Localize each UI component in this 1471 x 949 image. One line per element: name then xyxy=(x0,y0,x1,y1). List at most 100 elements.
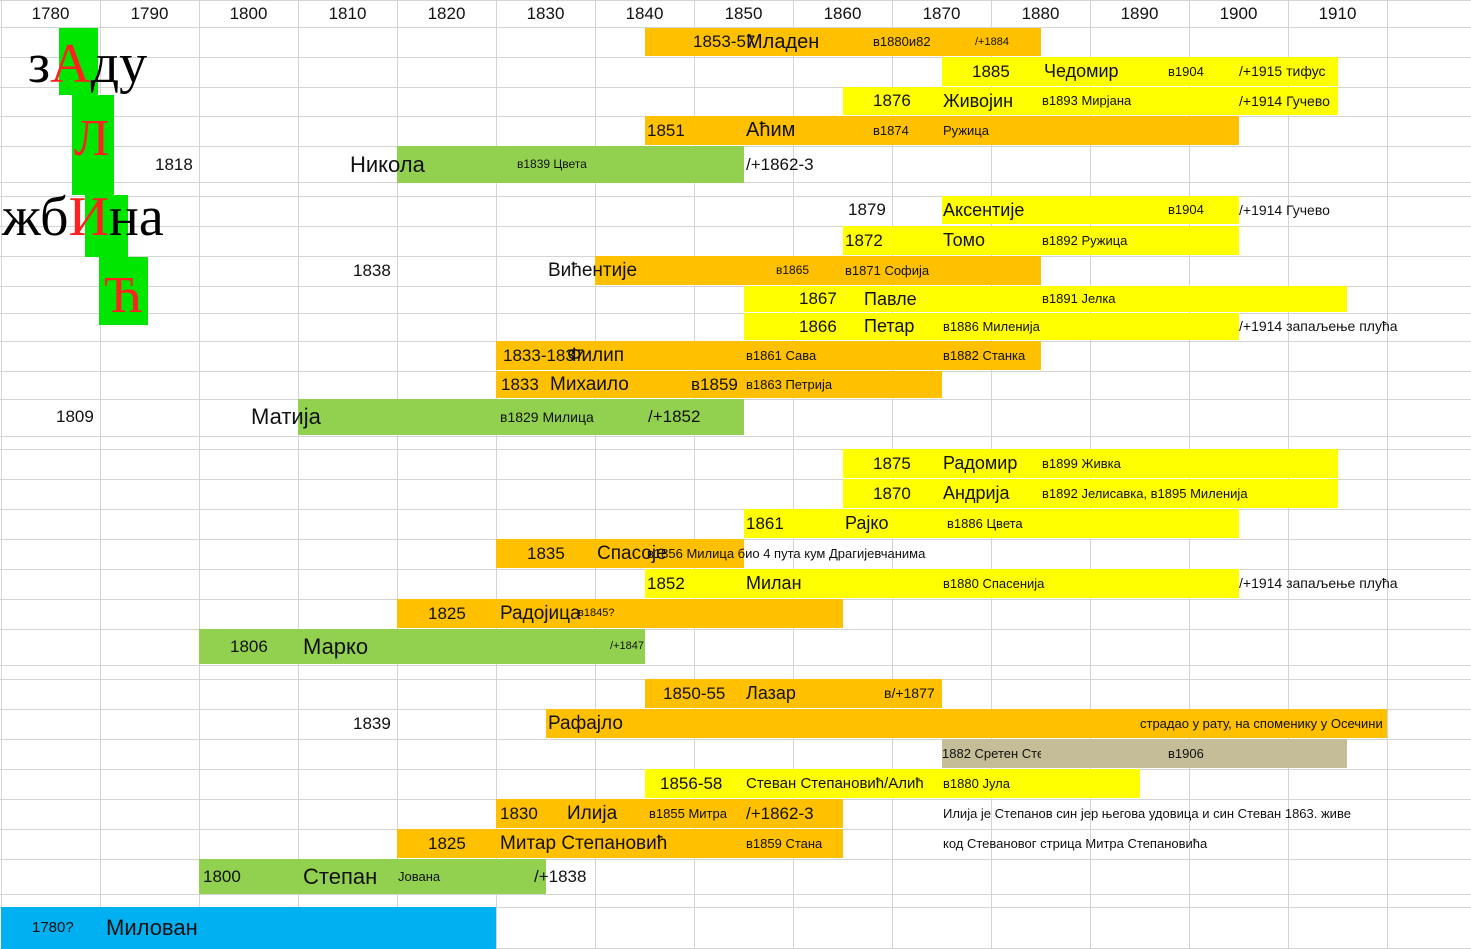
grid-column-line xyxy=(1,0,2,949)
person-bar-label: Рафајло xyxy=(548,713,623,734)
person-bar-label: в1863 Петрија xyxy=(746,377,833,392)
person-bar-label: Јована xyxy=(398,869,441,884)
person-bar-label: 1830 xyxy=(500,804,538,823)
person-bar xyxy=(397,829,843,858)
person-bar-label: в1899 Живка xyxy=(1042,456,1121,471)
person-bar-label: Аксентије xyxy=(943,200,1025,220)
grid-row-line xyxy=(0,907,1471,908)
person-bar-label: Лазар xyxy=(746,683,796,703)
person-bar-label: 1851 xyxy=(647,121,685,140)
person-bar-label: Михаило xyxy=(550,374,629,395)
person-bar-label: в1880 Спасенија xyxy=(943,576,1045,591)
person-bar-label: Спасоје xyxy=(597,543,667,564)
person-bar-label: в1856 Милица био 4 пута кум Драгијевчани… xyxy=(647,546,926,561)
person-bar-label: в1859 xyxy=(691,375,738,394)
person-bar xyxy=(843,449,1338,478)
person-bar-label: Стеван Степановић/Алић xyxy=(746,775,924,792)
person-bar-label: Чедомир xyxy=(1044,61,1119,81)
year-header-1810: 1810 xyxy=(328,4,367,23)
person-bar-label: в1906 xyxy=(1168,746,1204,761)
person-bar-label: 1853-57 xyxy=(693,32,756,51)
person-bar-label: 1825 xyxy=(428,834,466,853)
person-bar-label: 1852 xyxy=(647,574,685,593)
person-bar-label: 1833-1837 xyxy=(503,346,585,365)
person-bar xyxy=(1,907,496,949)
person-bar xyxy=(645,28,1041,56)
person-bar xyxy=(645,116,1239,145)
person-bar-label: в/+1877 xyxy=(884,685,935,701)
person-bar xyxy=(199,859,546,894)
person-bar-label: /+1884 xyxy=(975,36,1009,48)
person-bar-label: 1861 xyxy=(746,514,784,533)
grid-row-line xyxy=(0,894,1471,895)
year-header-1820: 1820 xyxy=(427,4,466,23)
person-bar-label: в1892 Јелисавка, в1895 Миленија xyxy=(1042,486,1248,501)
person-bar xyxy=(744,313,1239,340)
person-bar-label: /+1852 xyxy=(648,407,701,426)
person-bar-label: Милан xyxy=(746,573,802,593)
person-bar-label: Матија xyxy=(251,404,321,429)
person-bar xyxy=(744,509,1239,538)
person-bar xyxy=(843,226,1239,255)
person-bar-label: в1861 Сава xyxy=(746,348,817,363)
person-bar-label: Младен xyxy=(746,31,820,53)
person-bar-label: 1780? xyxy=(32,919,74,936)
person-bar xyxy=(843,87,1338,115)
person-bar-label: 1879 xyxy=(848,200,886,219)
person-bar xyxy=(496,341,1041,370)
person-bar-label: в1893 Мирјана xyxy=(1042,93,1132,108)
year-header-1800: 1800 xyxy=(229,4,268,23)
title-word-1: зАду xyxy=(28,36,147,92)
person-bar-label: в1855 Митра xyxy=(649,806,727,821)
grid-column-line xyxy=(595,0,596,949)
person-bar-label: /+1862-3 xyxy=(746,804,814,823)
person-bar-label: 1839 xyxy=(353,714,391,733)
person-bar xyxy=(645,769,1140,798)
person-bar xyxy=(546,709,1387,738)
grid-row-line xyxy=(0,0,1471,1)
person-bar-label: /+1915 тифус xyxy=(1239,63,1326,79)
person-bar-label: в1880 Јула xyxy=(943,776,1010,791)
grid-row-line xyxy=(0,27,1471,28)
grid-column-line xyxy=(100,0,101,949)
person-bar xyxy=(496,799,843,828)
grid-row-line xyxy=(0,665,1471,666)
person-bar xyxy=(496,539,744,568)
year-header-1870: 1870 xyxy=(922,4,961,23)
person-bar-label: Митар Степановић xyxy=(500,833,668,854)
person-bar-label: /+1914 Гучево xyxy=(1239,93,1330,109)
grid-column-line xyxy=(496,0,497,949)
person-bar-label: 1867 xyxy=(799,289,837,308)
person-bar-label: Рајко xyxy=(845,513,889,533)
person-bar-label: Милован xyxy=(106,915,198,940)
person-bar-label: 1875 xyxy=(873,454,911,473)
person-bar-label: страдао у рату, на споменику у Осечини xyxy=(1140,716,1383,731)
person-bar-label: Степан xyxy=(303,864,378,889)
person-bar-label: в1845? xyxy=(578,607,615,619)
grid-row-line xyxy=(0,196,1471,197)
grid-row-line xyxy=(0,286,1471,287)
person-bar-label: 1825 xyxy=(428,604,466,623)
person-bar-label: Аћим xyxy=(746,119,796,141)
person-bar-label: Филип xyxy=(567,345,625,366)
person-bar xyxy=(645,569,1239,598)
grid-column-line xyxy=(793,0,794,949)
year-header-1860: 1860 xyxy=(823,4,862,23)
person-bar xyxy=(298,399,744,435)
person-bar-label: код Стевановог стрица Митра Степановића xyxy=(943,836,1208,851)
year-header-1780: 1780 xyxy=(31,4,70,23)
grid-column-line xyxy=(694,0,695,949)
person-bar-label: Ружица xyxy=(943,123,989,138)
person-bar-label: в1904 xyxy=(1168,202,1204,217)
grid-row-line xyxy=(0,57,1471,58)
person-bar-label: в1886 Цвета xyxy=(947,516,1023,531)
grid-row-line xyxy=(0,859,1471,860)
person-bar-label: в1829 Милица xyxy=(500,409,594,425)
year-header-1900: 1900 xyxy=(1219,4,1258,23)
person-bar xyxy=(397,599,843,628)
person-bar-label: Радомир xyxy=(943,453,1018,473)
person-bar-label: в1891 Јелка xyxy=(1042,291,1116,306)
grid-row-line xyxy=(0,87,1471,88)
grid-column-line xyxy=(199,0,200,949)
